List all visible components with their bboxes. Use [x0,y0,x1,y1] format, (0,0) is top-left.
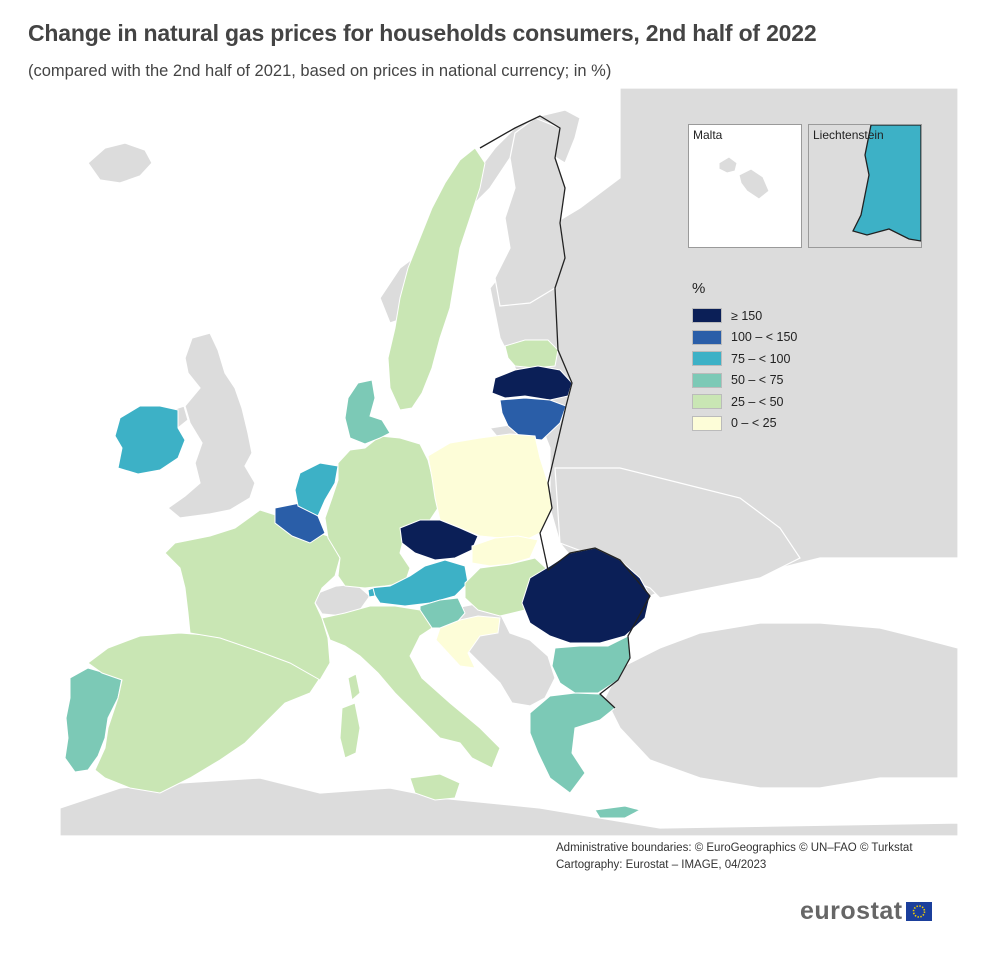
liechtenstein-inset-label: Liechtenstein [813,128,884,142]
country-greece [529,692,616,794]
land-uk [167,332,256,519]
legend-label: 75 – < 100 [731,351,791,366]
country-slovakia [471,535,539,567]
map-legend: % ≥ 150 100 – < 150 75 – < 100 50 – < 75 25 … [692,280,797,434]
country-denmark [344,379,391,445]
legend-label: 50 – < 75 [731,373,784,388]
legend-swatch [692,308,722,324]
legend-item: 25 – < 50 [692,391,797,413]
land-iceland [87,142,153,184]
legend-swatch [692,329,722,345]
country-estonia [504,339,559,369]
data-countries [64,147,651,819]
legend-swatch [692,372,722,388]
country-austria [369,559,469,607]
legend-swatch [692,415,722,431]
malta-shape [718,156,770,200]
credits: Administrative boundaries: © EuroGeograp… [556,840,913,874]
map-title: Change in natural gas prices for househo… [28,20,817,46]
credits-cartography: Cartography: Eurostat – IMAGE, 04/2023 [556,859,767,871]
liechtenstein-inset: Liechtenstein [808,124,922,248]
legend-item: 100 – < 150 [692,327,797,349]
land-turkey [604,622,958,789]
country-greece-crete [594,805,642,819]
legend-item: 75 – < 100 [692,348,797,370]
legend-label: 0 – < 25 [731,416,777,431]
map-area: Malta Liechtenstein [60,88,958,836]
credits-boundaries: Administrative boundaries: © EuroGeograp… [556,842,913,854]
legend-item: ≥ 150 [692,305,797,327]
country-france-corsica [347,673,361,701]
legend-item: 0 – < 25 [692,413,797,435]
eurostat-logo: eurostat [800,897,932,926]
malta-inset: Malta [688,124,802,248]
country-germany [324,435,439,589]
legend-label: 100 – < 150 [731,330,798,345]
country-netherlands [294,462,339,517]
country-sweden [387,147,486,411]
country-italy [321,605,501,769]
eu-flag-icon [905,902,932,921]
liechtenstein-shape [809,125,921,247]
legend-label: ≥ 150 [731,308,763,323]
land-north-africa [60,777,958,836]
legend-swatch [692,351,722,367]
eu-border-line [479,115,651,709]
map-subtitle: (compared with the 2nd half of 2021, bas… [28,62,612,80]
legend-swatch [692,394,722,410]
country-ireland [114,405,186,475]
legend-item: 50 – < 75 [692,370,797,392]
country-liechtenstein [367,587,376,598]
legend-title: % [692,280,706,297]
malta-inset-label: Malta [693,128,723,142]
country-italy-sicily [409,773,461,801]
eurostat-logo-text: eurostat [800,897,903,925]
country-italy-sardinia [339,702,361,759]
country-lithuania [499,397,567,441]
country-croatia [435,615,501,669]
legend-rows: ≥ 150 100 – < 150 75 – < 100 50 – < 75 25 – … [692,305,797,434]
legend-label: 25 – < 50 [731,394,784,409]
